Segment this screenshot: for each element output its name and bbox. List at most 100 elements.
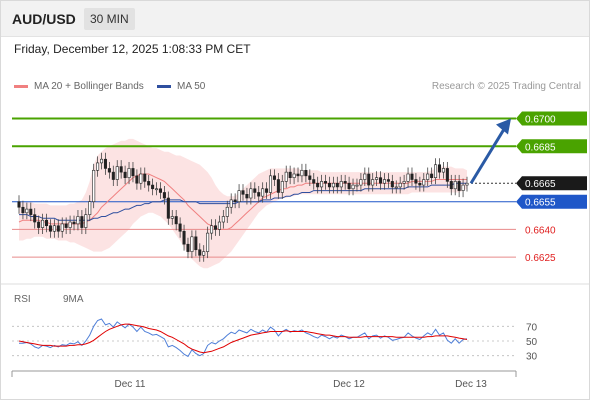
candle-body	[96, 162, 100, 171]
candle-body	[394, 186, 398, 189]
candle-body	[324, 181, 328, 184]
candle-body	[174, 216, 178, 225]
candle-body	[390, 181, 394, 188]
candle-body	[213, 225, 218, 230]
candle-body	[265, 188, 269, 193]
candle-body	[453, 181, 457, 190]
candle-body	[304, 169, 308, 177]
candle-body	[41, 219, 45, 228]
bollinger-band	[19, 138, 467, 269]
symbol-title: AUD/USD	[12, 11, 76, 27]
legend-9ma: 9MA	[63, 294, 84, 305]
ma20-label: MA 20 + Bollinger Bands	[34, 81, 144, 92]
candle-body	[139, 173, 143, 184]
candle-body	[406, 173, 410, 182]
level-label-1: 0.6685	[525, 142, 556, 153]
legend-ma50: MA 50	[157, 81, 205, 92]
candle-body	[92, 169, 96, 203]
forecast-arrow-head	[496, 118, 511, 135]
candle-body	[166, 197, 170, 219]
ma50-swatch	[157, 84, 171, 88]
x-tick-label: Dec 12	[333, 379, 365, 390]
candle-body	[210, 225, 214, 234]
rsi-label: RSI	[14, 294, 31, 305]
candle-body	[441, 168, 445, 173]
candle-body	[359, 179, 363, 186]
candle-body	[418, 182, 422, 186]
candle-body	[261, 188, 265, 197]
candle-body	[245, 194, 249, 199]
candle-body	[320, 181, 324, 188]
forecast-arrow-shaft	[469, 126, 507, 185]
candle-body	[111, 171, 115, 180]
candle-body	[335, 182, 339, 188]
candle-body	[375, 177, 379, 180]
candle-body	[143, 173, 147, 182]
candle-body	[135, 175, 139, 184]
candle-body	[80, 216, 84, 228]
candle-body	[241, 190, 245, 195]
candle-body	[296, 173, 300, 177]
candle-body	[367, 173, 371, 186]
legend-rsi: RSI	[14, 294, 31, 305]
candle-body	[331, 182, 335, 188]
chart-header: AUD/USD 30 MIN	[1, 1, 589, 37]
candle-body	[155, 188, 159, 191]
candle-body	[343, 181, 347, 184]
candle-body	[327, 182, 331, 188]
x-tick-label: Dec 11	[115, 379, 146, 390]
candle-body	[465, 182, 469, 186]
candle-body	[48, 225, 52, 232]
level-tag-0	[516, 111, 587, 126]
rsi-line	[19, 318, 468, 358]
candle-body	[131, 168, 135, 177]
candle-body	[127, 168, 131, 178]
rsi-tick-label: 70	[526, 322, 538, 333]
candle-body	[107, 168, 111, 173]
candle-body	[292, 173, 296, 178]
candle-body	[198, 249, 202, 256]
candle-body	[414, 179, 418, 184]
candle-body	[371, 179, 375, 186]
candle-body	[257, 192, 261, 197]
ma9-label: 9MA	[63, 294, 84, 305]
candle-body	[25, 208, 29, 214]
candle-body	[430, 173, 434, 178]
candle-body	[33, 214, 37, 223]
candle-body	[158, 188, 162, 193]
candle-body	[316, 182, 320, 188]
candle-body	[272, 175, 276, 180]
candle-body	[17, 201, 21, 208]
candle-body	[217, 221, 221, 230]
candle-body	[339, 181, 343, 188]
candle-body	[123, 171, 127, 178]
candle-body	[461, 184, 465, 191]
candle-body	[119, 166, 123, 173]
candle-body	[190, 236, 194, 252]
candle-body	[253, 188, 257, 193]
level-label-5: 0.6625	[525, 253, 556, 264]
candle-body	[170, 216, 174, 219]
candle-body	[457, 181, 461, 191]
candle-body	[312, 179, 316, 184]
timestamp: Friday, December 12, 2025 1:08:33 PM CET	[14, 42, 251, 56]
candle-body	[237, 190, 241, 203]
candle-body	[186, 243, 190, 252]
candle-body	[434, 164, 438, 178]
candle-body	[363, 173, 367, 180]
candle-body	[103, 158, 107, 169]
candle-body	[206, 232, 210, 252]
candle-body	[288, 171, 292, 178]
candle-body	[300, 169, 304, 177]
rsi-tick-label: 50	[526, 337, 538, 348]
candle-body	[449, 181, 453, 190]
candle-body	[60, 223, 64, 232]
candle-body	[284, 171, 288, 182]
candle-body	[280, 181, 284, 193]
legend-ma20: MA 20 + Bollinger Bands	[14, 81, 144, 92]
candle-body	[84, 214, 88, 228]
candle-body	[202, 251, 206, 256]
timeframe-badge[interactable]: 30 MIN	[84, 8, 135, 30]
